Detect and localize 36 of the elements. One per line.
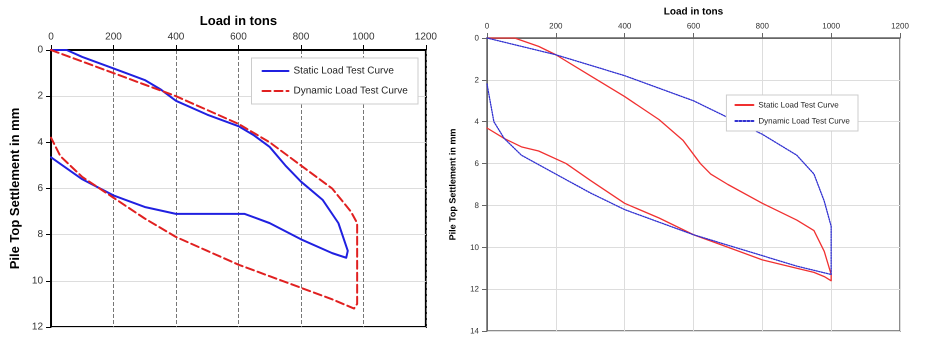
x-tick-label: 600 [230, 32, 248, 42]
x-tick-label: 1000 [822, 22, 841, 30]
y-tick-label: 2 [474, 75, 480, 84]
x-tick-label: 1200 [414, 32, 438, 42]
x-tick-label: 0 [484, 22, 490, 30]
y-tick-label: 8 [37, 229, 44, 240]
y-axis-title: Pile Top Settlement in mm [7, 108, 22, 270]
x-tick-label: 0 [48, 32, 54, 42]
y-tick-label: 14 [470, 326, 480, 336]
y-tick-label: 4 [37, 136, 44, 148]
y-tick-label: 6 [474, 159, 480, 168]
y-tick-label: 12 [32, 322, 44, 332]
y-tick-label: 8 [474, 200, 480, 210]
x-tick-label: 800 [292, 32, 310, 42]
y-tick-label: 12 [470, 284, 480, 294]
x-tick-label: 1000 [352, 32, 375, 42]
x-tick-label: 400 [168, 32, 185, 42]
x-tick-label: 800 [756, 22, 770, 30]
legend-label: Static Load Test Curve [758, 100, 840, 110]
x-axis-title: Load in tons [664, 6, 724, 18]
y-tick-label: 0 [37, 44, 44, 56]
y-tick-label: 2 [37, 90, 44, 102]
legend-label: Dynamic Load Test Curve [758, 116, 850, 126]
legend-label: Static Load Test Curve [294, 66, 394, 76]
x-tick-label: 200 [105, 32, 122, 42]
x-axis-title: Load in tons [200, 13, 278, 28]
legend-label: Dynamic Load Test Curve [294, 86, 408, 96]
y-axis-title: Pile Top Settlement in mm [448, 128, 458, 240]
y-tick-label: 10 [32, 275, 44, 286]
x-tick-label: 600 [686, 22, 701, 30]
x-tick-label: 200 [549, 22, 564, 30]
y-tick-label: 4 [474, 117, 480, 126]
y-tick-label: 10 [470, 242, 480, 252]
x-tick-label: 400 [618, 22, 632, 30]
y-tick-label: 6 [37, 183, 44, 194]
x-tick-label: 1200 [891, 22, 910, 30]
